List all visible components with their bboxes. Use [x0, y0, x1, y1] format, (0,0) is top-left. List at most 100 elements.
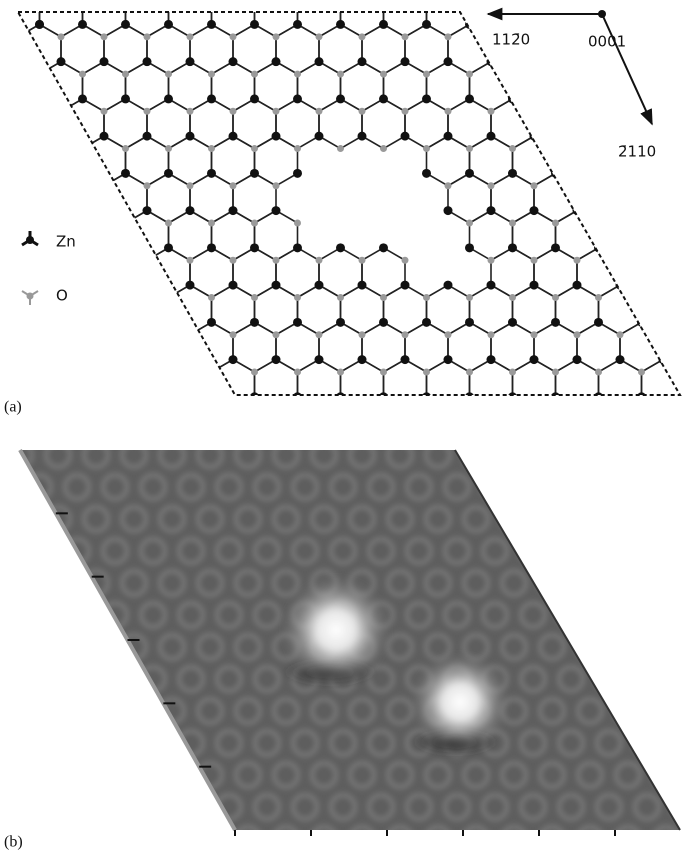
- ring: [104, 322, 147, 372]
- o-atom: [144, 182, 151, 189]
- texture-ring: [122, 763, 146, 787]
- o-atom: [15, 331, 22, 338]
- zn-atom: [0, 94, 1, 103]
- ring: [491, 322, 534, 372]
- texture-ring: [103, 795, 127, 819]
- zn-atom: [100, 355, 109, 364]
- ring: [0, 211, 40, 261]
- ring: [40, 0, 83, 37]
- ring: [0, 136, 40, 186]
- o-atom: [251, 443, 258, 450]
- ring: [384, 285, 427, 335]
- o-atom: [273, 406, 280, 413]
- o-atom: [251, 71, 258, 78]
- zn-atom: [207, 318, 216, 327]
- zn-atom: [35, 94, 44, 103]
- texture-ring: [578, 635, 602, 659]
- ring: [685, 136, 689, 186]
- o-atom: [488, 182, 495, 189]
- o-atom: [165, 220, 172, 227]
- texture-ring: [27, 603, 51, 627]
- o-atom: [36, 0, 43, 3]
- o-atom: [509, 0, 516, 3]
- zn-atom: [659, 132, 668, 141]
- o-atom: [58, 406, 65, 413]
- zn-atom: [143, 206, 152, 215]
- zn-atom: [164, 318, 173, 327]
- ring: [599, 434, 642, 484]
- texture-ring: [426, 827, 450, 851]
- ring: [427, 62, 470, 112]
- texture-ring: [46, 571, 70, 595]
- o-atom: [208, 294, 215, 301]
- zn-atom: [143, 132, 152, 141]
- o-atom: [488, 331, 495, 338]
- o-atom: [574, 406, 581, 413]
- o-atom: [660, 182, 667, 189]
- zn-atom: [680, 243, 689, 252]
- o-atom: [509, 443, 516, 450]
- zn-atom: [35, 392, 44, 401]
- zn-atom: [465, 243, 474, 252]
- ring: [190, 322, 233, 372]
- zn-atom: [680, 169, 689, 178]
- zn-atom: [659, 206, 668, 215]
- texture-ring: [616, 699, 640, 723]
- zn-atom: [121, 20, 130, 29]
- o-atom: [617, 406, 624, 413]
- ring: [61, 173, 104, 223]
- zn-atom: [14, 57, 23, 66]
- ring: [427, 285, 470, 335]
- o-atom: [79, 71, 86, 78]
- zn-atom: [358, 281, 367, 290]
- ring: [319, 248, 362, 298]
- o-atom: [681, 0, 688, 3]
- ring: [513, 434, 556, 484]
- o-atom: [15, 108, 22, 115]
- zn-atom: [272, 355, 281, 364]
- zn-atom: [487, 281, 496, 290]
- ring: [255, 285, 298, 335]
- texture-ring: [0, 603, 13, 627]
- ring: [0, 24, 18, 74]
- zn-atom: [465, 169, 474, 178]
- texture-ring: [0, 539, 13, 563]
- o-atom: [230, 108, 237, 115]
- texture-ring: [540, 507, 564, 531]
- o-atom: [552, 368, 559, 375]
- texture-ring: [540, 571, 564, 595]
- o-atom: [58, 182, 65, 189]
- ring: [18, 397, 61, 447]
- zn-atom: [358, 57, 367, 66]
- legend-label: Zn: [56, 233, 76, 251]
- ring: [0, 0, 40, 37]
- o-atom: [144, 331, 151, 338]
- o-atom: [638, 0, 645, 3]
- o-atom: [337, 71, 344, 78]
- o-atom: [531, 108, 538, 115]
- ring: [169, 285, 212, 335]
- ring: [685, 211, 689, 261]
- zn-atom: [164, 169, 173, 178]
- texture-ring: [8, 635, 32, 659]
- zn-atom: [229, 132, 238, 141]
- ring: [577, 397, 620, 447]
- o-atom: [359, 108, 366, 115]
- texture-ring: [597, 475, 621, 499]
- ring: [169, 0, 212, 37]
- zn-atom: [250, 94, 259, 103]
- zn-atom: [164, 392, 173, 401]
- o-atom: [251, 368, 258, 375]
- zn-atom: [379, 94, 388, 103]
- texture-ring: [502, 827, 526, 851]
- zn-atom: [35, 318, 44, 327]
- ring: [276, 322, 319, 372]
- zn-atom: [57, 355, 66, 364]
- o-atom: [531, 257, 538, 264]
- zn-atom: [680, 318, 689, 327]
- o-atom: [208, 443, 215, 450]
- zn-atom: [0, 169, 1, 178]
- ring: [233, 248, 276, 298]
- texture-ring: [84, 763, 108, 787]
- figure: 112̄0 0001 2̄110 Zn O (a) (b): [0, 0, 689, 856]
